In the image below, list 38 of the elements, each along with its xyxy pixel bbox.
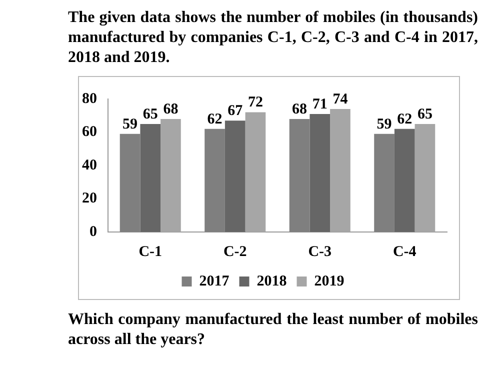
data-label: 59 [122,116,138,132]
y-tick-label: 20 [82,190,97,207]
bar [140,124,161,232]
bar [414,124,436,232]
bar [120,134,140,232]
data-label: 68 [292,101,308,118]
data-label: 62 [397,111,412,128]
bar [204,128,225,232]
bar [394,128,415,232]
bar [160,118,181,232]
data-label: 67 [228,102,244,119]
data-label: 68 [163,101,178,118]
bar [224,120,246,232]
chart-title: The given data shows the number of mobiles (in thousands) manufactured by companies C-1, C-2, C-3 and C-4 in 2017, 2018 and 2019. [67,8,479,68]
legend-label: 2018 [256,273,287,290]
data-label: 65 [417,106,432,122]
bar [330,108,350,232]
y-tick-label: 40 [82,157,97,174]
legend-label: 2017 [199,273,230,290]
x-tick-label: C-3 [308,244,332,260]
data-label: 72 [248,94,263,111]
y-tick-label: 60 [82,124,97,140]
data-label: 71 [312,96,328,112]
text: Which company manufactured the least number of mobiles across all the years? [67,310,479,350]
x-tick-label: C-2 [223,244,247,260]
x-tick-label: C-1 [138,244,162,260]
data-label: 59 [376,116,392,132]
bar [310,114,330,232]
y-tick-label: 80 [82,90,97,107]
x-tick-label: C-4 [392,244,417,260]
bar [374,134,394,232]
legend-label: 2019 [314,273,344,290]
bar [245,112,266,232]
bar [289,118,310,232]
data-label: 65 [142,106,158,122]
y-tick-label: 0 [90,224,97,240]
data-label: 74 [332,91,348,108]
data-label: 62 [207,111,222,128]
